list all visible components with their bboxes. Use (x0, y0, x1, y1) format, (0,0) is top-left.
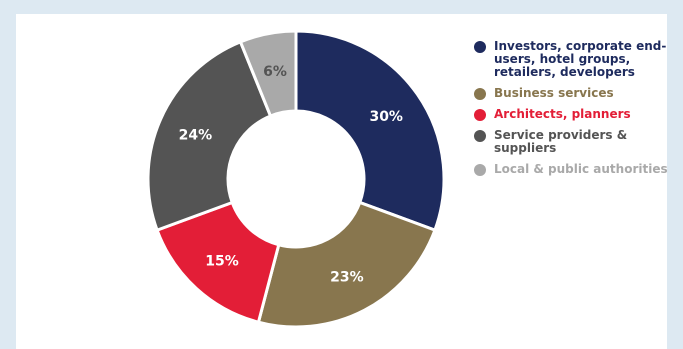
legend-item-4: Local & public authorities (474, 163, 674, 176)
donut-chart: 30% 23% 15% 24% 6% (146, 29, 446, 329)
legend-label-0: Investors, corporate end-users, hotel gr… (494, 39, 667, 79)
chart-legend: Investors, corporate end-users, hotel gr… (474, 40, 674, 184)
legend-swatch-0 (474, 41, 486, 53)
legend-label-2: Architects, planners (494, 107, 631, 121)
legend-item-2: Architects, planners (474, 108, 674, 121)
legend-swatch-2 (474, 109, 486, 121)
legend-swatch-3 (474, 130, 486, 142)
chart-card: 30% 23% 15% 24% 6% Investors, corporate end-… (16, 14, 668, 349)
legend-label-4: Local & public authorities (494, 162, 668, 176)
legend-swatch-4 (474, 164, 486, 176)
slice-label-3: 24% (179, 127, 213, 143)
donut-slice-3 (146, 39, 273, 233)
legend-label-3: Service providers & suppliers (494, 128, 628, 155)
donut-slice-1 (256, 200, 437, 329)
slice-label-4: 6% (263, 64, 287, 80)
legend-item-0: Investors, corporate end-users, hotel gr… (474, 40, 674, 79)
legend-item-3: Service providers & suppliers (474, 129, 674, 155)
legend-label-1: Business services (494, 86, 614, 100)
donut-slice-0 (294, 29, 446, 233)
legend-swatch-1 (474, 88, 486, 100)
donut-slice-4 (238, 29, 298, 118)
donut-slice-2 (155, 200, 281, 324)
slice-label-2: 15% (205, 253, 239, 269)
legend-item-1: Business services (474, 87, 674, 100)
slice-label-0: 30% (369, 109, 403, 125)
slice-label-1: 23% (330, 270, 364, 286)
